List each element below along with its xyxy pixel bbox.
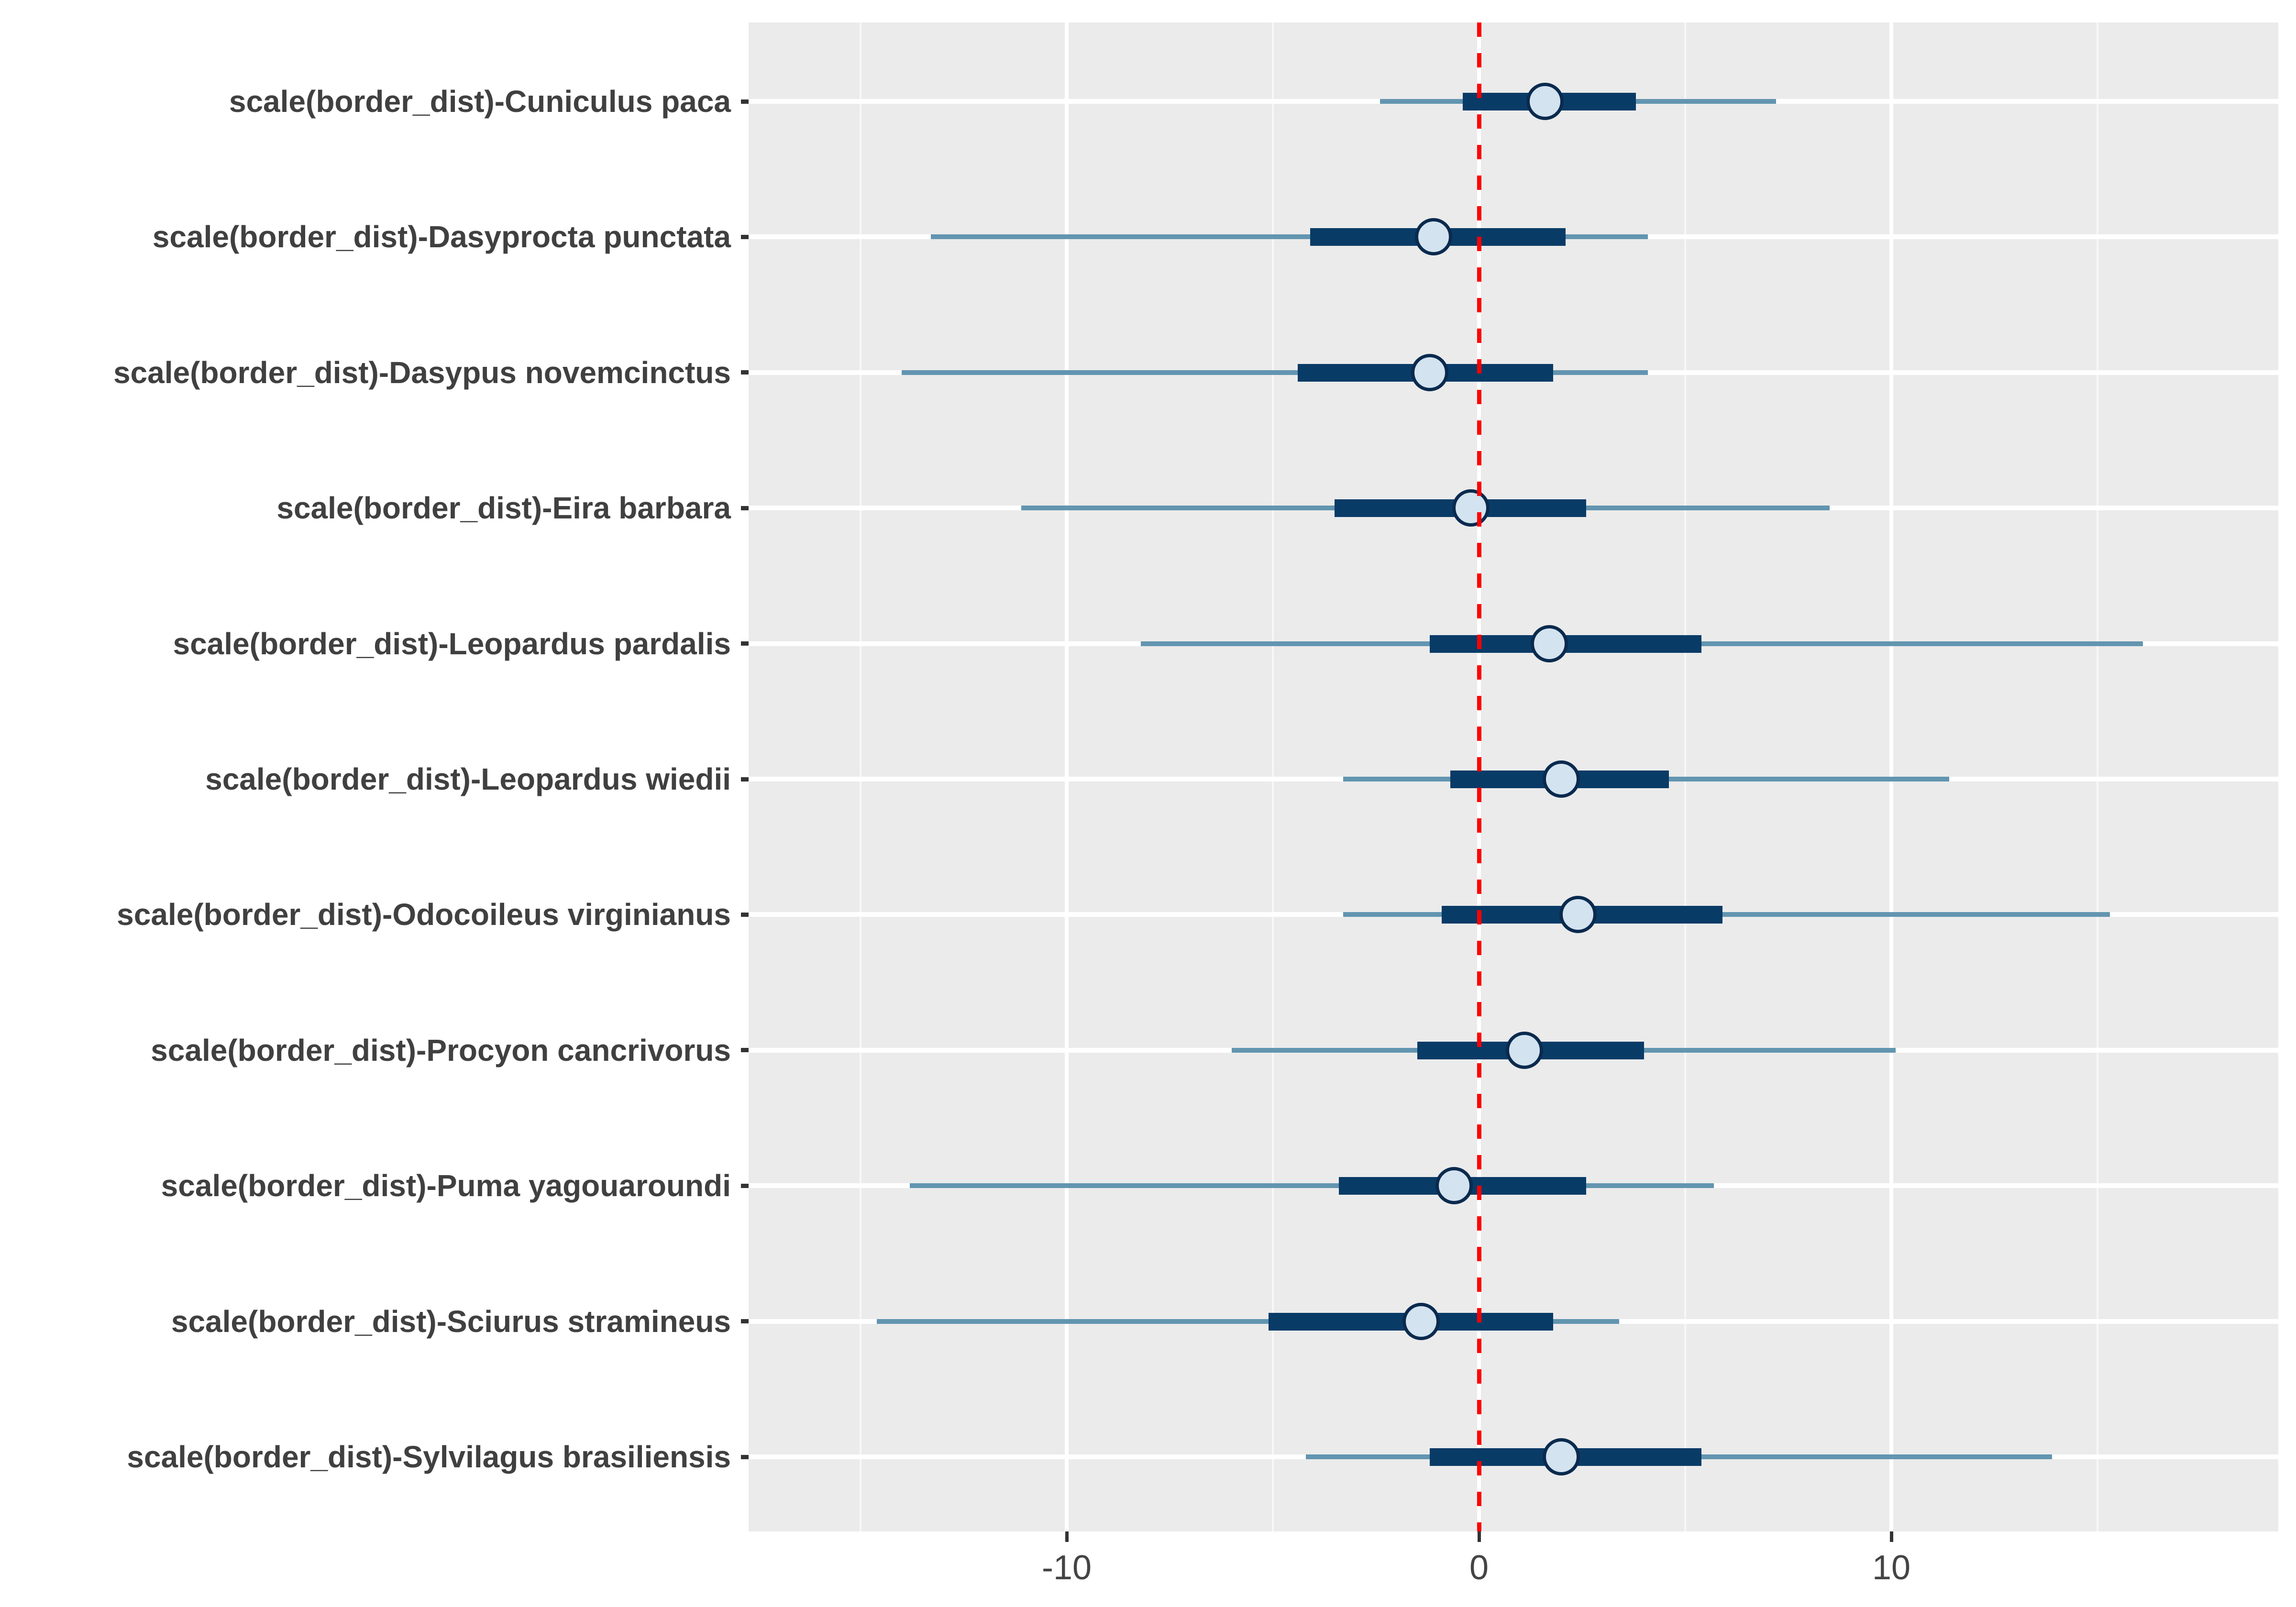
outer-interval-line xyxy=(930,234,1648,240)
x-axis-tick-label: 0 xyxy=(1469,1549,1489,1587)
zero-reference-line xyxy=(1477,22,1481,1531)
outer-interval-line xyxy=(910,1183,1714,1189)
x-axis-tick xyxy=(1065,1531,1069,1542)
y-axis-row-label: scale(border_dist)-Puma yagouaroundi xyxy=(161,1168,731,1203)
outer-interval-line xyxy=(877,1319,1620,1324)
y-axis-row-label: scale(border_dist)-Odocoileus virginianu… xyxy=(117,897,731,932)
x-axis-tick-label: 10 xyxy=(1872,1549,1911,1587)
point-estimate-marker xyxy=(1543,760,1580,798)
y-axis-tick xyxy=(741,506,749,510)
x-axis-tick-label: -10 xyxy=(1041,1549,1092,1587)
point-estimate-marker xyxy=(1402,1302,1440,1340)
point-estimate-marker xyxy=(1526,83,1564,120)
point-estimate-marker xyxy=(1452,489,1490,527)
y-axis-tick xyxy=(741,777,749,781)
y-axis-tick xyxy=(741,1048,749,1053)
y-axis-tick xyxy=(741,234,749,239)
y-axis-row-label: scale(border_dist)-Cuniculus paca xyxy=(229,84,731,119)
x-axis-tick xyxy=(1477,1531,1481,1542)
point-estimate-marker xyxy=(1435,1167,1473,1205)
y-axis-tick xyxy=(741,1319,749,1324)
point-estimate-marker xyxy=(1559,896,1597,934)
y-axis-row-label: scale(border_dist)-Sylvilagus brasiliens… xyxy=(127,1440,731,1474)
y-axis-row-label: scale(border_dist)-Eira barbara xyxy=(276,491,731,526)
point-estimate-marker xyxy=(1530,625,1568,662)
y-axis-row-label: scale(border_dist)-Leopardus wiedii xyxy=(205,762,731,796)
y-axis-tick xyxy=(741,1454,749,1459)
y-axis-row-label: scale(border_dist)-Sciurus stramineus xyxy=(171,1304,731,1339)
y-axis-row-label: scale(border_dist)-Dasypus novemcinctus xyxy=(113,355,731,390)
point-estimate-marker xyxy=(1543,1438,1580,1475)
y-axis-tick xyxy=(741,370,749,375)
point-estimate-marker xyxy=(1415,218,1453,256)
y-axis-tick xyxy=(741,1183,749,1188)
outer-interval-line xyxy=(902,370,1648,375)
y-axis-tick xyxy=(741,641,749,646)
y-axis-row-label: scale(border_dist)-Leopardus pardalis xyxy=(173,626,731,661)
plot-panel xyxy=(749,22,2278,1531)
outer-interval-line xyxy=(1343,912,2110,917)
point-estimate-marker xyxy=(1411,353,1448,391)
y-axis-row-label: scale(border_dist)-Procyon cancrivorus xyxy=(151,1033,731,1068)
x-axis-tick xyxy=(1889,1531,1893,1542)
y-axis-tick xyxy=(741,912,749,917)
y-axis-tick xyxy=(741,99,749,104)
y-axis-row-label: scale(border_dist)-Dasyprocta punctata xyxy=(152,220,731,254)
point-estimate-marker xyxy=(1505,1031,1543,1069)
